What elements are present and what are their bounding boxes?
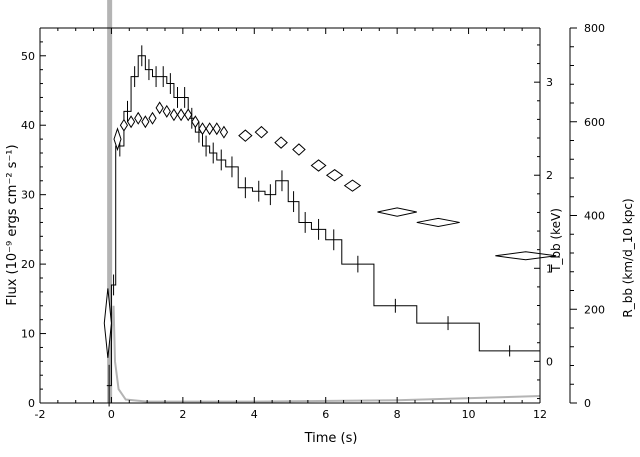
diamond-point bbox=[254, 125, 269, 139]
diamond-point bbox=[103, 288, 112, 358]
diamond-point bbox=[191, 115, 200, 129]
radius-axis-label: R_bb (km/d_10 kpc) bbox=[621, 198, 635, 317]
left-tick-label: 0 bbox=[28, 397, 35, 410]
diamond-point bbox=[134, 111, 143, 125]
diamond-point bbox=[495, 251, 557, 261]
left-tick-label: 40 bbox=[21, 119, 35, 132]
diamond-point bbox=[148, 111, 157, 125]
radius-tick-label: 600 bbox=[584, 116, 605, 129]
left-tick-label: 50 bbox=[21, 50, 35, 63]
axes bbox=[39, 27, 577, 404]
flux-histogram-line bbox=[106, 55, 540, 387]
diamond-point bbox=[162, 104, 171, 118]
diamond-point bbox=[310, 159, 327, 172]
flux-histogram-series bbox=[106, 45, 540, 407]
diamond-point bbox=[416, 217, 460, 227]
x-tick-label: 8 bbox=[394, 408, 401, 421]
left-tick-label: 20 bbox=[21, 258, 35, 271]
x-tick-label: 10 bbox=[462, 408, 476, 421]
diamond-series bbox=[103, 101, 557, 358]
gray-curve-line bbox=[107, 305, 541, 403]
diamond-point bbox=[212, 122, 221, 136]
diamond-point bbox=[119, 118, 129, 132]
diamond-point bbox=[292, 143, 306, 156]
diamond-point bbox=[274, 136, 288, 149]
temperature-tick-label: 1 bbox=[546, 262, 553, 275]
temperature-tick-label: 0 bbox=[546, 355, 553, 368]
diamond-point bbox=[343, 179, 362, 192]
diamond-point bbox=[238, 129, 253, 142]
left-tick-label: 10 bbox=[21, 328, 35, 341]
diamond-point bbox=[169, 108, 179, 122]
diamond-point bbox=[219, 125, 229, 139]
diamond-point bbox=[126, 115, 136, 129]
diamond-point bbox=[141, 115, 150, 129]
radius-tick-label: 800 bbox=[584, 22, 605, 35]
temperature-tick-label: 3 bbox=[546, 76, 553, 89]
x-tick-label: 2 bbox=[179, 408, 186, 421]
gray-curve-series bbox=[107, 305, 541, 403]
x-axis-label: Time (s) bbox=[304, 431, 358, 446]
radius-tick-label: 400 bbox=[584, 210, 605, 223]
x-tick-label: 6 bbox=[322, 408, 329, 421]
diamond-point bbox=[184, 108, 193, 122]
diamond-point bbox=[377, 207, 417, 217]
radius-tick-label: 200 bbox=[584, 303, 605, 316]
x-tick-label: 0 bbox=[108, 408, 115, 421]
diamond-point bbox=[113, 127, 122, 152]
temperature-axis-label: T_bb (keV) bbox=[549, 208, 563, 273]
temperature-tick-label: 2 bbox=[546, 169, 553, 182]
x-tick-label: 12 bbox=[533, 408, 547, 421]
diamond-point bbox=[205, 122, 214, 136]
left-axis-label: Flux (10⁻⁹ ergs cm⁻² s⁻¹) bbox=[5, 144, 20, 305]
left-tick-label: 30 bbox=[21, 189, 35, 202]
diamond-point bbox=[155, 101, 164, 115]
x-tick-label: -2 bbox=[35, 408, 46, 421]
diamond-point bbox=[176, 108, 186, 122]
radius-tick-label: 0 bbox=[584, 397, 591, 410]
x-tick-label: 4 bbox=[251, 408, 258, 421]
diamond-point bbox=[325, 169, 344, 182]
